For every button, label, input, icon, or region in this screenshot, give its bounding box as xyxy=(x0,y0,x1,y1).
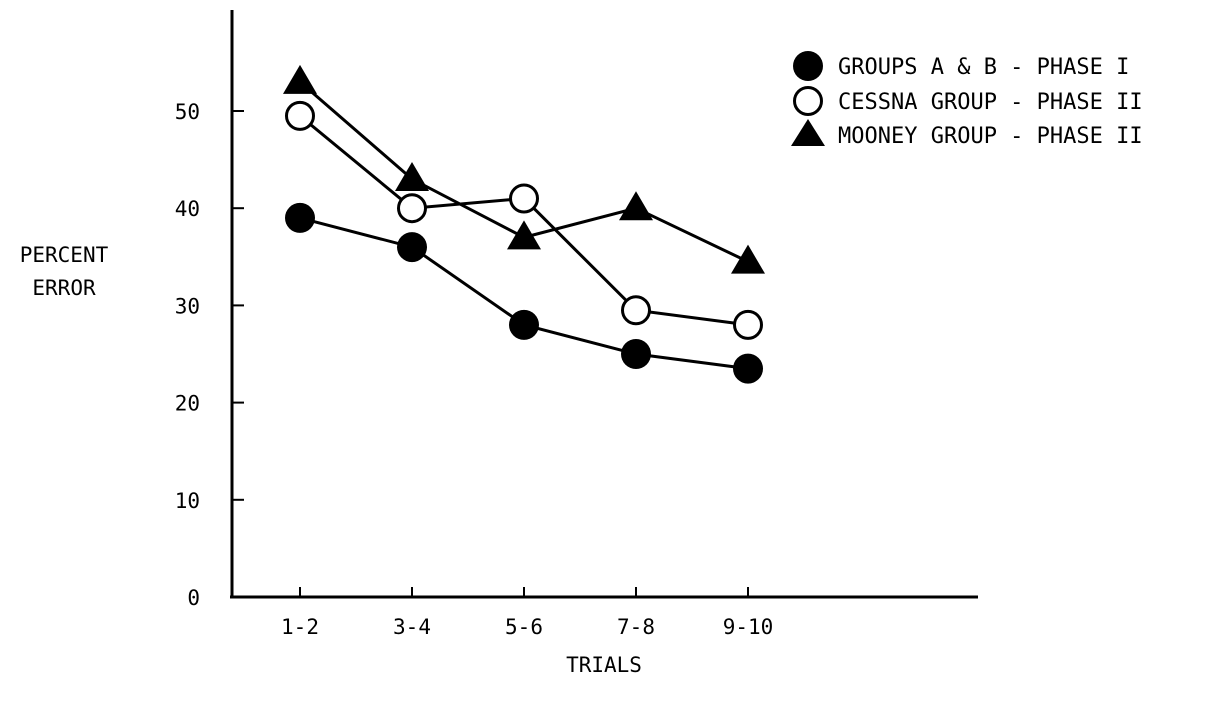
legend-label: CESSNA GROUP - PHASE II xyxy=(838,90,1143,115)
data-point-filled-circle xyxy=(733,353,763,384)
y-tick-label: 10 xyxy=(175,489,200,513)
series-line xyxy=(299,114,749,327)
x-axis-label: TRIALS xyxy=(566,653,642,677)
data-point-filled-triangle xyxy=(507,220,541,250)
y-tick-label: 40 xyxy=(175,197,200,221)
x-tick-label: 7-8 xyxy=(617,615,655,639)
y-axis-label-line-2: ERROR xyxy=(32,276,96,300)
y-tick-label: 0 xyxy=(187,586,200,610)
data-point-open-circle xyxy=(285,100,315,131)
data-point-filled-triangle xyxy=(283,64,317,94)
x-tick-label: 5-6 xyxy=(505,615,543,639)
data-point-filled-triangle xyxy=(619,191,653,221)
data-point-filled-circle xyxy=(509,309,539,340)
legend-item: MOONEY GROUP - PHASE II xyxy=(791,119,1143,149)
y-tick-label: 50 xyxy=(175,100,200,124)
legend: GROUPS A & B - PHASE I CESSNA GROUP - PH… xyxy=(791,51,1143,149)
series-markers xyxy=(283,64,765,384)
x-tick-label: 9-10 xyxy=(723,615,774,639)
y-tick-label: 20 xyxy=(175,392,200,416)
legend-marker-open-circle xyxy=(793,86,823,116)
data-point-filled-circle xyxy=(285,202,315,233)
data-point-open-circle xyxy=(397,193,427,224)
data-point-open-circle xyxy=(509,183,539,214)
x-ticks: 1-2 3-4 5-6 7-8 9-10 xyxy=(281,587,773,639)
data-point-filled-circle xyxy=(621,339,651,369)
x-tick-label: 1-2 xyxy=(281,615,319,639)
legend-label: GROUPS A & B - PHASE I xyxy=(838,55,1129,80)
legend-marker-filled-triangle xyxy=(791,119,825,146)
data-point-filled-triangle xyxy=(731,244,765,274)
data-point-open-circle xyxy=(621,295,651,326)
data-point-filled-triangle xyxy=(395,162,429,192)
legend-item: GROUPS A & B - PHASE I xyxy=(793,51,1129,81)
data-point-filled-circle xyxy=(397,232,427,263)
x-tick-label: 3-4 xyxy=(393,615,431,639)
legend-label: MOONEY GROUP - PHASE II xyxy=(838,124,1143,149)
y-ticks: 0 10 20 30 40 50 xyxy=(175,100,244,610)
legend-item: CESSNA GROUP - PHASE II xyxy=(793,86,1143,116)
data-point-open-circle xyxy=(733,309,763,340)
y-tick-label: 30 xyxy=(175,294,200,318)
legend-marker-filled-circle xyxy=(793,51,823,81)
y-axis-label-line-1: PERCENT xyxy=(20,243,109,267)
